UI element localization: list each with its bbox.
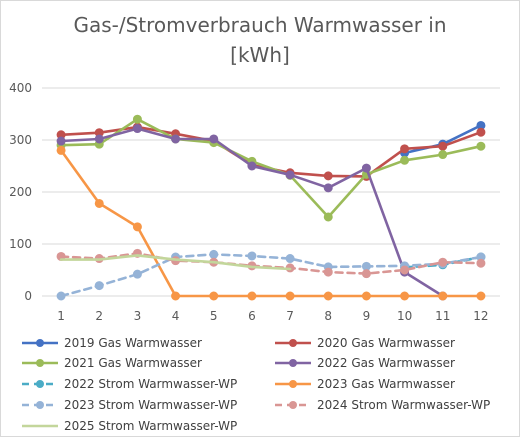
series-1-point [400, 144, 410, 154]
series-3-point [323, 183, 333, 193]
series-5-point [247, 291, 257, 301]
series-3-point [247, 161, 257, 171]
series-5-point [323, 291, 333, 301]
series-6-point [56, 291, 66, 301]
series-1-point [438, 141, 448, 151]
legend-swatch-marker [36, 359, 44, 367]
series-7-point [400, 265, 410, 275]
series-6-line [59, 253, 483, 298]
legend-swatch-marker [36, 380, 44, 388]
legend-label: 2020 Gas Warmwasser [317, 336, 455, 350]
legend-label: 2019 Gas Warmwasser [64, 336, 202, 350]
x-tick-label: 9 [363, 309, 371, 323]
series-5-point [56, 145, 66, 155]
series-5-point [171, 291, 181, 301]
x-tick-label: 2 [95, 309, 103, 323]
series-2-line [59, 117, 483, 219]
x-tick-label: 12 [473, 309, 488, 323]
legend-label: 2022 Gas Warmwasser [317, 356, 455, 370]
series-3-point [132, 124, 142, 134]
series-3-point [361, 163, 371, 173]
chart-title-line-2: [kWh] [230, 43, 290, 67]
series-2-point [476, 141, 486, 151]
legend-label: 2025 Strom Warmwasser-WP [64, 419, 237, 433]
series-5-point [438, 291, 448, 301]
y-tick-label: 300 [9, 133, 32, 147]
series-5-point [476, 291, 486, 301]
x-tick-label: 10 [397, 309, 412, 323]
legend-label: 2023 Strom Warmwasser-WP [64, 398, 237, 412]
series-6-point [94, 281, 104, 291]
x-tick-label: 6 [248, 309, 256, 323]
legend-swatch-marker [36, 401, 44, 409]
chart-title: Gas-/Stromverbrauch Warmwasser in [kWh] [0, 10, 520, 70]
series-3-point [209, 134, 219, 144]
x-tick-label: 8 [324, 309, 332, 323]
series-2-point [438, 150, 448, 160]
legend-label: 2023 Gas Warmwasser [317, 377, 455, 391]
y-tick-label: 0 [24, 289, 32, 303]
series-5-point [94, 198, 104, 208]
series-5-point [132, 222, 142, 232]
x-tick-label: 11 [435, 309, 450, 323]
x-tick-label: 4 [172, 309, 180, 323]
series-2-point [323, 212, 333, 222]
x-tick-label: 1 [57, 309, 65, 323]
x-tick-label: 7 [286, 309, 294, 323]
legend-swatch-marker [289, 380, 297, 388]
legend-swatch-marker [289, 339, 297, 347]
series-7-point [361, 269, 371, 279]
chart-title-line-1: Gas-/Stromverbrauch Warmwasser in [73, 13, 447, 37]
legend-label: 2024 Strom Warmwasser-WP [317, 398, 490, 412]
series-5-point [400, 291, 410, 301]
legend-swatch-marker [289, 401, 297, 409]
series-5-point [209, 291, 219, 301]
legend-swatch-marker [289, 359, 297, 367]
series-6-point [285, 254, 295, 264]
y-tick-label: 200 [9, 185, 32, 199]
series-6-point [209, 249, 219, 259]
series-3-point [285, 170, 295, 180]
legend-swatch-marker [36, 339, 44, 347]
series-3-point [56, 136, 66, 146]
series-2-point [132, 114, 142, 124]
series-5-line [59, 149, 483, 298]
series-3-point [94, 134, 104, 144]
series-6-point [132, 269, 142, 279]
series-1-point [476, 127, 486, 137]
series-7-point [438, 257, 448, 267]
series-2-point [400, 155, 410, 165]
series-5-point [285, 291, 295, 301]
series-7-point [323, 267, 333, 277]
series-7-point [476, 258, 486, 268]
y-tick-label: 400 [9, 81, 32, 95]
y-tick-label: 100 [9, 237, 32, 251]
legend-label: 2022 Strom Warmwasser-WP [64, 377, 237, 391]
series-6-point [247, 251, 257, 261]
x-tick-label: 5 [210, 309, 218, 323]
series-5-point [361, 291, 371, 301]
series-8-line [59, 254, 292, 271]
x-tick-label: 3 [134, 309, 142, 323]
series-3-point [171, 134, 181, 144]
legend-label: 2021 Gas Warmwasser [64, 356, 202, 370]
series-1-point [323, 171, 333, 181]
